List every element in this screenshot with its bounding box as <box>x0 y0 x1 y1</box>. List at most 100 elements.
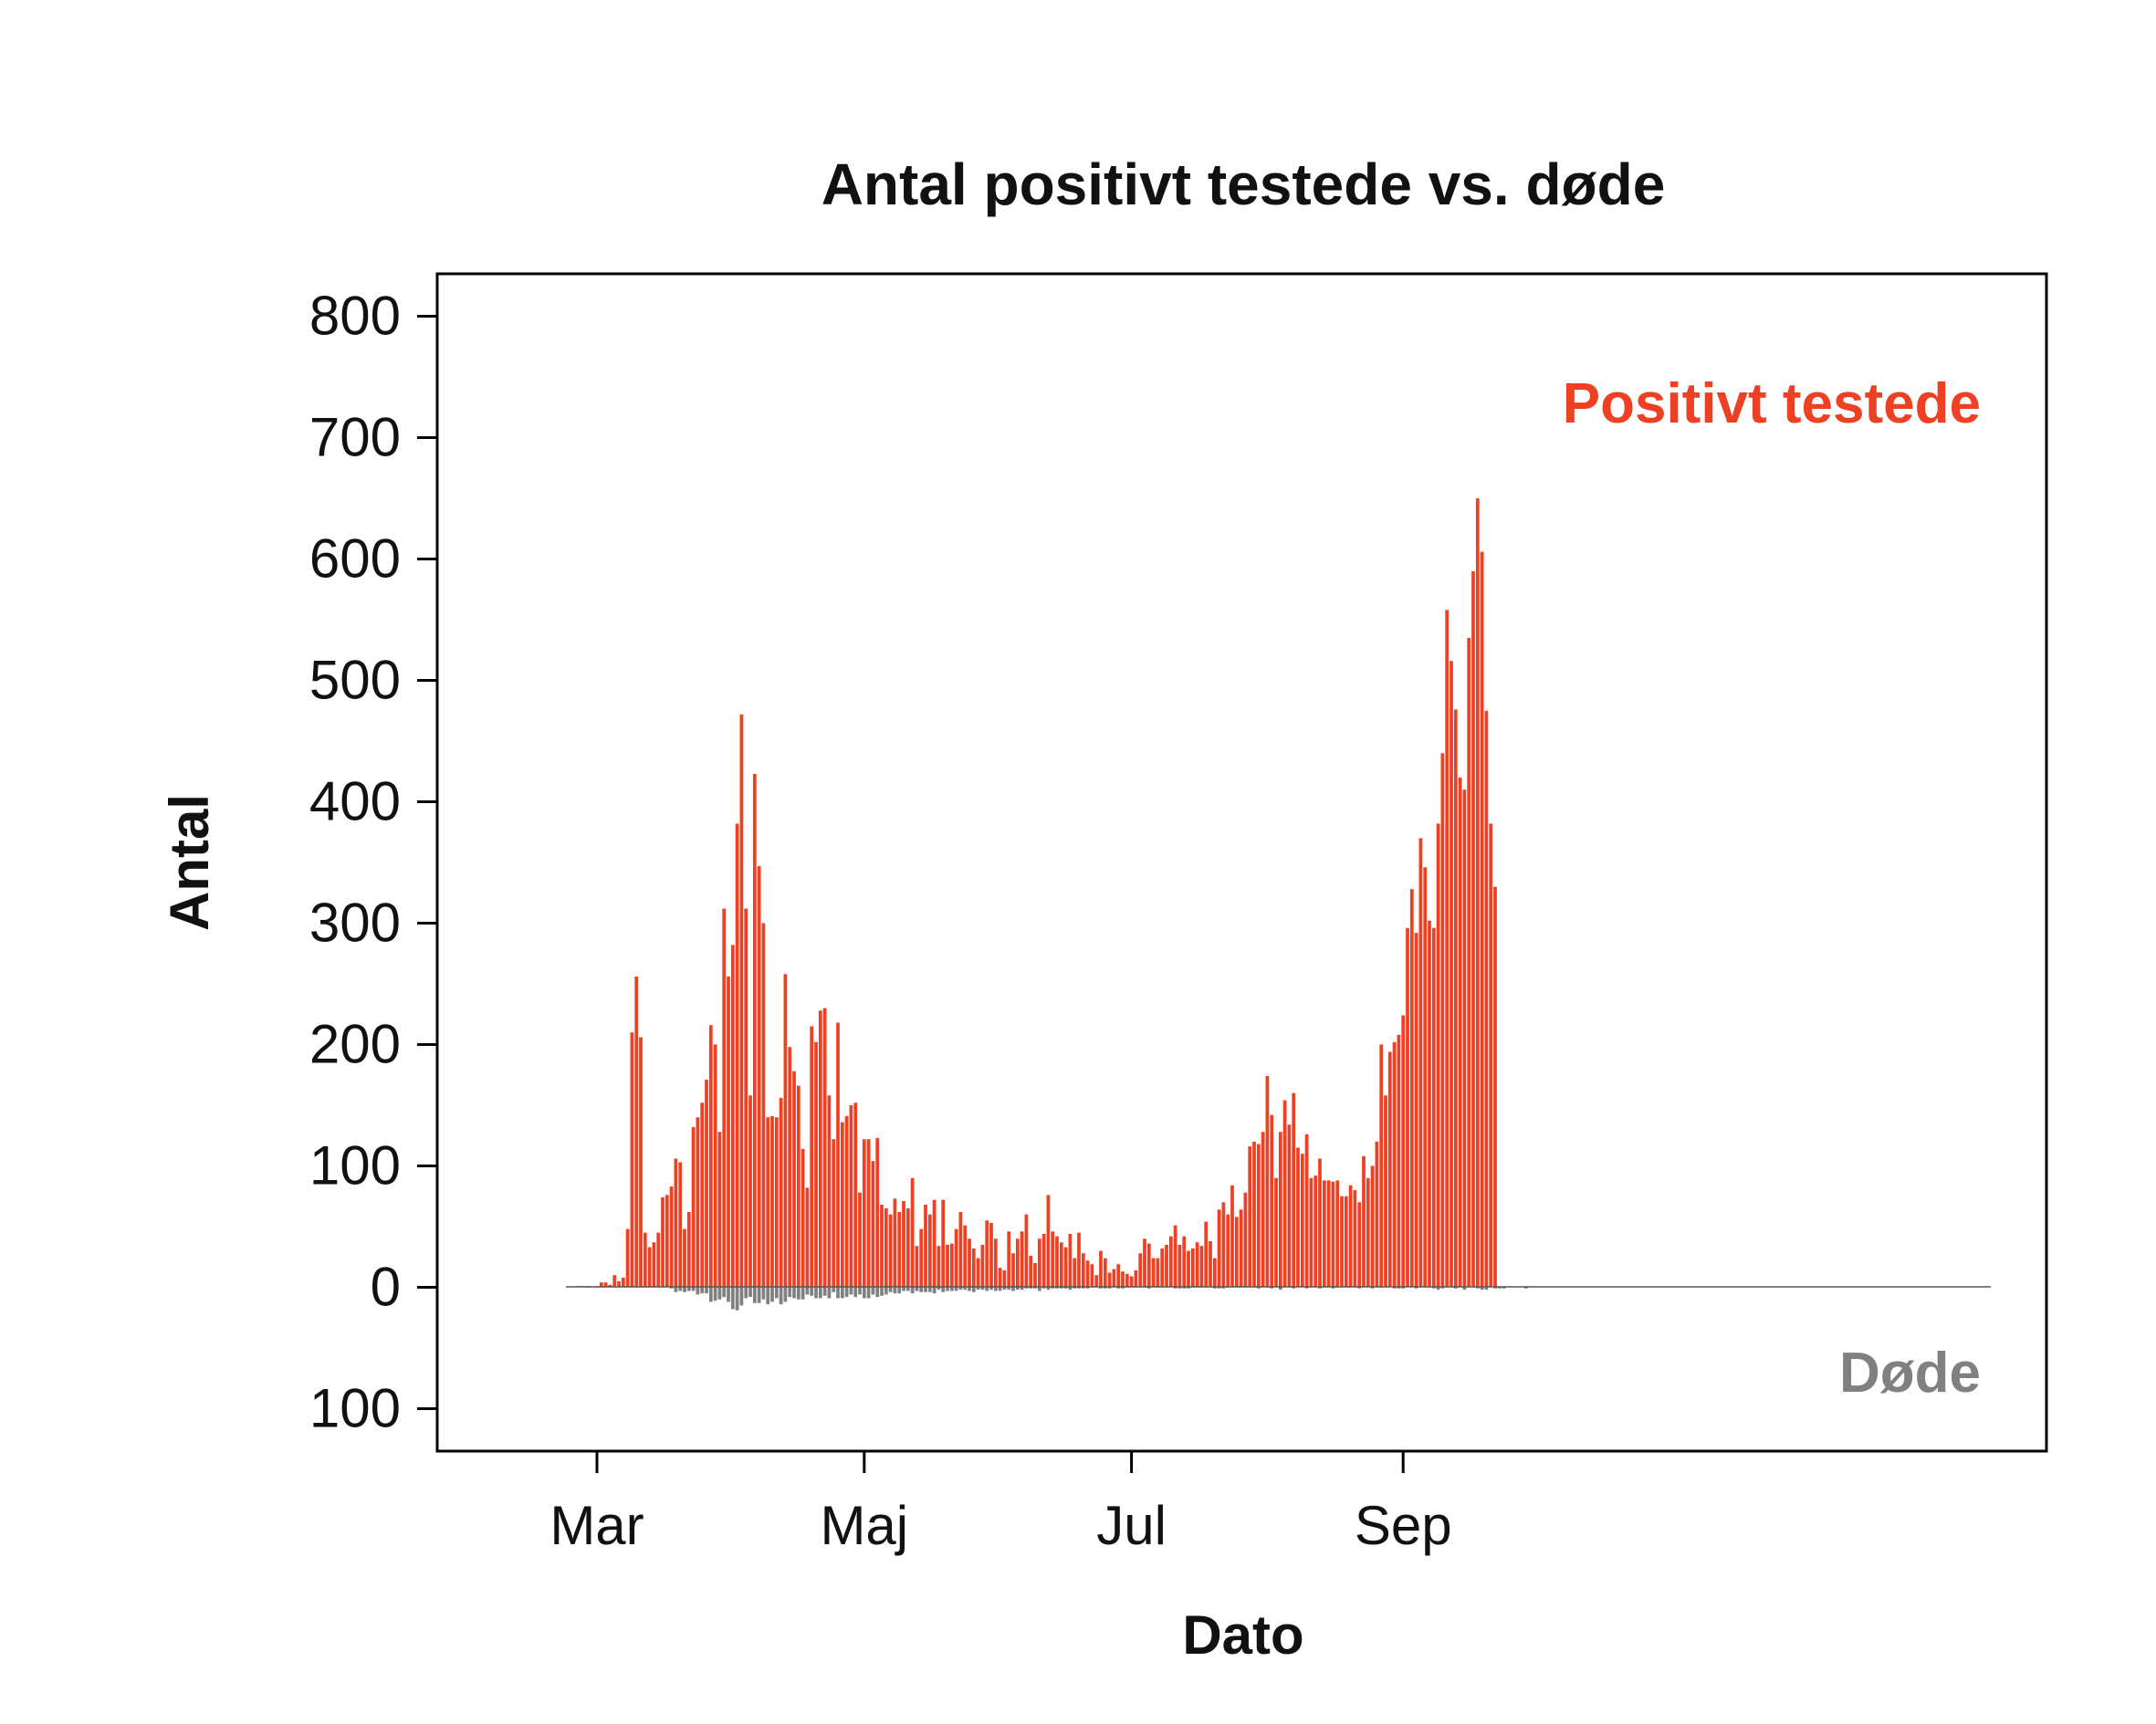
positive-bar <box>989 1223 993 1287</box>
positive-bar <box>1384 1095 1387 1287</box>
positive-bar <box>1152 1259 1156 1288</box>
positive-bar <box>916 1246 919 1287</box>
positive-bar <box>1261 1132 1265 1287</box>
deaths-bar <box>775 1287 779 1298</box>
deaths-bar <box>845 1287 849 1297</box>
positive-bar <box>845 1116 849 1288</box>
positive-bar <box>1182 1237 1186 1288</box>
positive-bar <box>872 1161 875 1287</box>
deaths-bar <box>906 1287 910 1290</box>
positive-bar <box>875 1138 879 1288</box>
y-tick-label: 300 <box>309 892 401 953</box>
positive-bar <box>758 866 761 1287</box>
positive-bar <box>1345 1196 1348 1288</box>
positive-bar <box>963 1226 967 1288</box>
x-tick-label: Mar <box>549 1495 644 1556</box>
positive-bar <box>1130 1276 1134 1287</box>
deaths-bar <box>700 1287 704 1293</box>
positive-bar <box>1244 1193 1248 1288</box>
positive-bar <box>1301 1154 1304 1287</box>
positive-bar <box>1467 638 1470 1287</box>
positive-bar <box>1393 1042 1397 1288</box>
positive-bar <box>1143 1238 1146 1287</box>
positive-bar <box>1441 753 1445 1287</box>
positive-bar <box>1415 933 1418 1287</box>
positive-bar <box>661 1197 665 1287</box>
positive-bar <box>639 1038 643 1288</box>
positive-bar <box>968 1238 971 1287</box>
x-axis: Mar Maj Jul Sep <box>549 1451 1451 1556</box>
deaths-bar <box>801 1287 805 1299</box>
deaths-bar <box>736 1287 739 1310</box>
positive-bar <box>1305 1134 1309 1288</box>
deaths-bar <box>1437 1287 1440 1290</box>
positive-bar <box>770 1116 774 1288</box>
positive-bar <box>1218 1209 1221 1287</box>
deaths-bar <box>841 1287 844 1298</box>
positive-bar <box>1033 1263 1037 1288</box>
deaths-bar <box>823 1287 827 1295</box>
deaths-bar <box>727 1287 730 1301</box>
deaths-bar <box>1463 1287 1467 1290</box>
deaths-bar <box>872 1287 875 1294</box>
positive-bar <box>705 1080 708 1287</box>
deaths-bar <box>744 1287 748 1298</box>
positive-bar <box>867 1139 871 1287</box>
positive-bar <box>819 1010 822 1287</box>
positive-bar <box>1366 1178 1370 1288</box>
positive-bars <box>578 498 1497 1287</box>
positive-bar <box>828 1095 832 1287</box>
positive-bar <box>1235 1217 1239 1287</box>
positive-bar <box>1042 1234 1046 1288</box>
y-tick-label: 500 <box>309 650 401 711</box>
positive-bar <box>1489 823 1492 1287</box>
positive-bar <box>1481 552 1484 1288</box>
positive-bar <box>911 1178 915 1288</box>
positive-bar <box>675 1158 678 1287</box>
positive-bar <box>1471 571 1475 1288</box>
positive-bar <box>1073 1259 1076 1288</box>
positive-bar <box>1222 1202 1226 1287</box>
deaths-bar <box>959 1287 963 1290</box>
positive-bar <box>1388 1051 1392 1287</box>
positive-bar <box>1493 887 1497 1288</box>
positive-bar <box>1200 1246 1204 1287</box>
deaths-bar <box>911 1287 915 1293</box>
positive-bar <box>1248 1146 1251 1287</box>
positive-bar <box>1196 1242 1199 1287</box>
deaths-bar <box>766 1287 769 1304</box>
positive-bar <box>1432 928 1436 1288</box>
positive-bar <box>797 1086 801 1288</box>
deaths-bar <box>853 1287 857 1297</box>
positive-bar <box>1459 778 1462 1288</box>
deaths-bar <box>981 1287 985 1290</box>
positive-bar <box>1094 1275 1098 1287</box>
deaths-bar <box>924 1287 927 1291</box>
positive-bar <box>1082 1253 1085 1287</box>
positive-bar <box>1476 498 1480 1287</box>
positive-bar <box>1450 661 1453 1287</box>
positive-bar <box>665 1195 669 1287</box>
positive-bar <box>985 1220 989 1287</box>
positive-bar <box>1165 1245 1168 1288</box>
positive-bar <box>1135 1270 1138 1288</box>
positive-bar <box>714 1044 717 1287</box>
deaths-bar <box>692 1287 696 1290</box>
deaths-bar <box>1016 1287 1020 1290</box>
positive-bar <box>814 1042 818 1288</box>
deaths-bar <box>740 1287 744 1305</box>
positive-bar <box>631 1032 634 1287</box>
positive-bar <box>1423 867 1427 1287</box>
positive-bar <box>1283 1101 1287 1288</box>
positive-bar <box>928 1215 932 1288</box>
deaths-bar <box>897 1287 901 1293</box>
positive-bar <box>981 1245 985 1288</box>
positive-bar <box>1327 1180 1331 1287</box>
y-tick-label: 400 <box>309 771 401 832</box>
deaths-bar <box>1481 1287 1484 1290</box>
deaths-bar <box>941 1287 945 1291</box>
deaths-bar <box>810 1287 813 1295</box>
deaths-bar <box>994 1287 998 1290</box>
x-tick-label: Jul <box>1096 1495 1167 1556</box>
positive-bar <box>1397 1035 1401 1288</box>
